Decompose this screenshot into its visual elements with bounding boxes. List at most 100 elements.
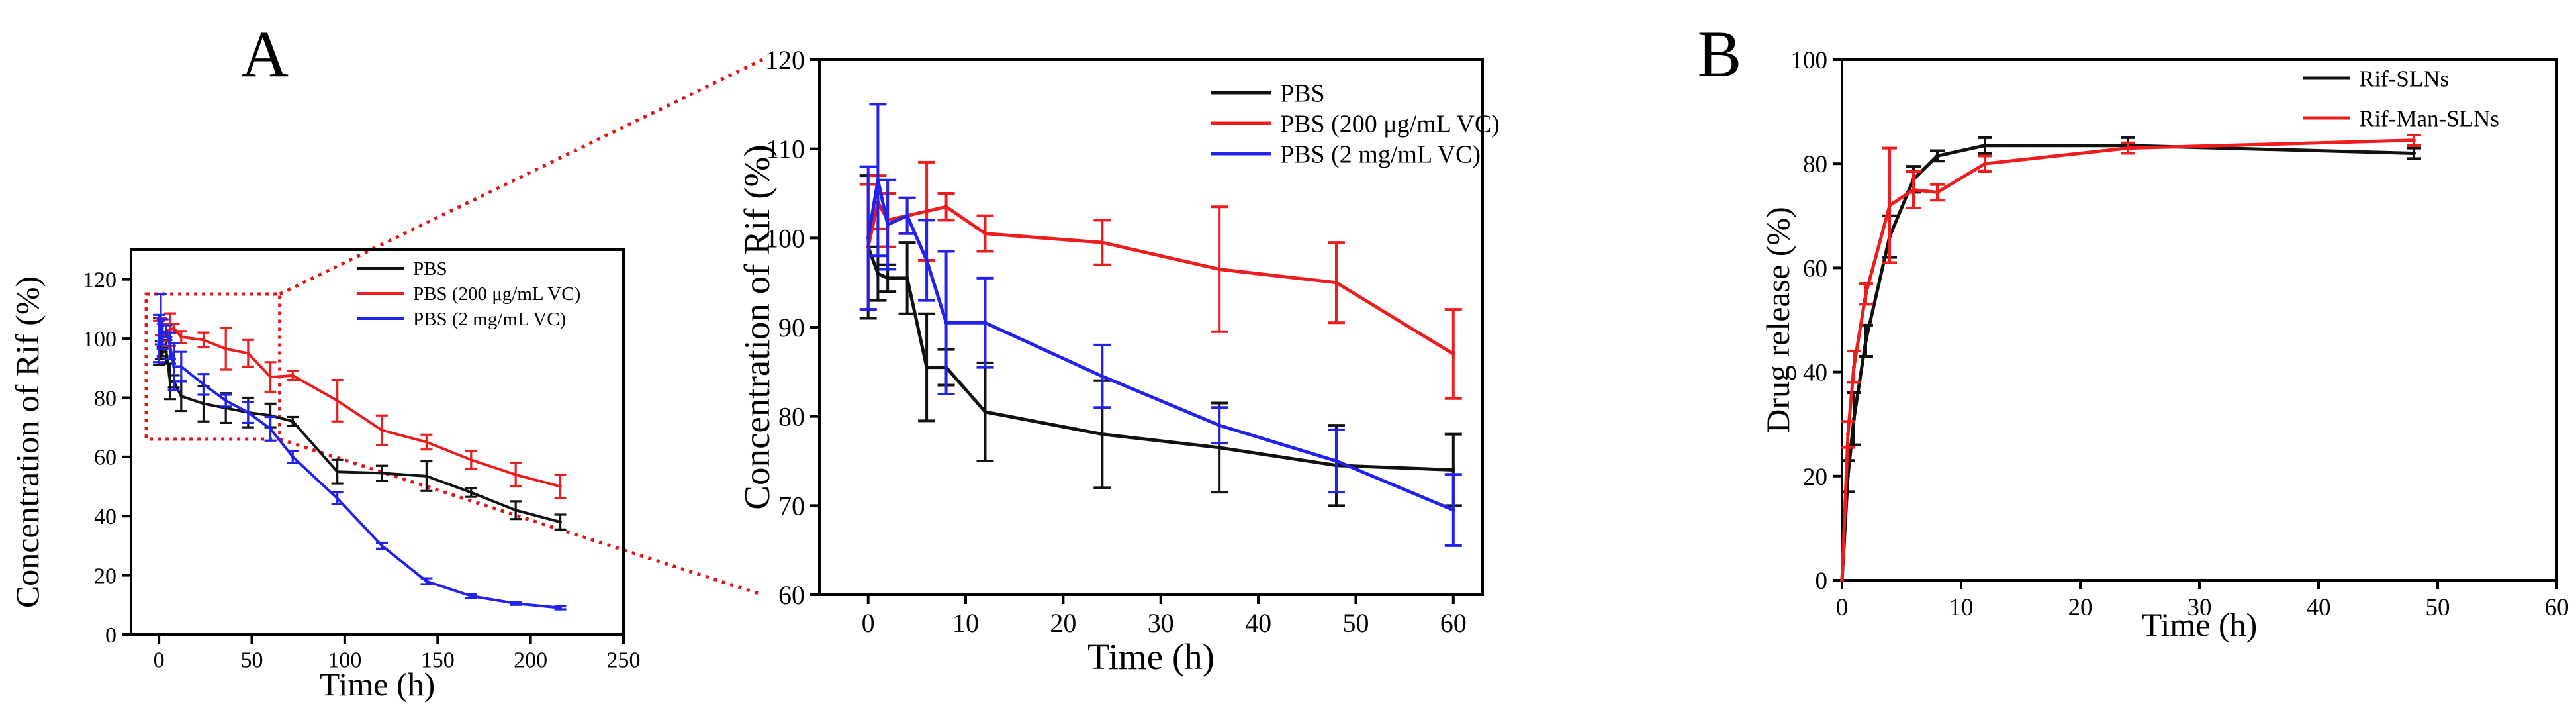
plot-frame <box>1841 58 2558 582</box>
series-line <box>866 201 1455 356</box>
data-point <box>168 328 172 332</box>
y-axis-title: Concentration of Rif (%) <box>9 276 46 608</box>
data-point <box>291 419 295 423</box>
data-point <box>380 544 384 548</box>
data-point <box>1217 445 1222 450</box>
data-point <box>224 347 228 351</box>
chart-a-full: 0 50 100 150 200 250 0 20 40 60 80 100 120 Time (h) Co… <box>9 248 641 703</box>
x-tick-label: 0 <box>154 648 165 673</box>
data-point <box>1846 432 1850 436</box>
y-axis-title: Concentration of Rif (%) <box>737 144 777 509</box>
data-point <box>514 473 518 477</box>
y-tick-label: 100 <box>765 223 805 253</box>
series-0 <box>859 174 1462 507</box>
data-point <box>1217 423 1222 428</box>
legend-label: PBS (200 μg/mL VC) <box>413 283 580 305</box>
data-point <box>469 594 473 598</box>
data-point <box>179 394 183 398</box>
data-point <box>1935 154 1939 158</box>
data-point <box>1864 291 1868 296</box>
y-tick-label: 20 <box>1803 464 1827 491</box>
y-tick-label: 60 <box>778 580 805 610</box>
x-tick-label: 50 <box>2426 594 2450 621</box>
y-tick-label: 60 <box>1803 255 1827 282</box>
x-tick-label: 40 <box>2307 594 2331 621</box>
x-tick-label: 30 <box>1148 608 1174 638</box>
data-point <box>925 365 929 370</box>
data-point <box>202 338 205 342</box>
data-point <box>161 332 165 336</box>
legend-label: PBS (2 mg/mL VC) <box>413 309 566 330</box>
x-tick-label: 60 <box>2545 594 2569 621</box>
x-axis-title: Time (h) <box>1087 636 1215 677</box>
data-point <box>179 365 183 368</box>
chart-a-zoom: 0 10 20 30 40 50 60 60 70 80 90 100 110 120 Time (h) Co… <box>737 45 1500 677</box>
zoom-connector-bottom <box>279 437 763 597</box>
y-tick-label: 80 <box>94 386 116 411</box>
x-tick-label: 60 <box>1440 608 1467 638</box>
series-0 <box>153 317 567 531</box>
data-point <box>1217 267 1222 272</box>
data-point <box>983 409 988 414</box>
series-line <box>866 178 1454 512</box>
y-tick-label: 110 <box>766 134 805 164</box>
zoom-indicator <box>144 58 764 597</box>
data-point <box>983 231 988 236</box>
data-point <box>905 276 909 280</box>
y-tick-label: 40 <box>94 505 116 529</box>
data-point <box>157 336 161 340</box>
data-point <box>886 276 890 280</box>
zoom-box <box>144 292 282 441</box>
legend-label: PBS (200 μg/mL VC) <box>1280 110 1500 138</box>
data-point <box>469 458 473 462</box>
y-tick-label: 70 <box>778 491 805 521</box>
x-axis-title: Time (h) <box>2142 606 2258 643</box>
data-point <box>2412 151 2416 156</box>
data-point <box>224 399 228 403</box>
y-tick-label: 20 <box>94 564 116 589</box>
data-point <box>1935 190 1939 195</box>
series-line <box>158 341 561 524</box>
data-point <box>164 350 168 354</box>
data-point <box>168 380 172 383</box>
series-1 <box>1840 133 2421 582</box>
y-tick-label: 40 <box>1803 360 1827 387</box>
x-tick-label: 30 <box>2187 594 2212 621</box>
data-point <box>1334 280 1338 285</box>
data-point <box>1852 364 1856 369</box>
chart-b: 0 10 20 30 40 50 60 0 20 40 60 80 100 Time (h) Drug re… <box>1759 47 2569 643</box>
x-tick-label: 200 <box>514 648 547 673</box>
data-point <box>1888 203 1892 208</box>
data-point <box>425 580 428 583</box>
data-point <box>886 223 890 227</box>
data-point <box>925 258 929 262</box>
data-point <box>202 382 205 386</box>
data-point <box>1451 508 1455 513</box>
data-point <box>925 209 929 213</box>
data-point <box>876 178 880 182</box>
y-tick-label: 90 <box>778 313 805 342</box>
data-point <box>1983 162 1987 166</box>
data-point <box>425 440 428 444</box>
data-point <box>336 470 340 474</box>
data-point <box>559 606 562 610</box>
data-point <box>2412 138 2416 142</box>
legend-label: Rif-SLNs <box>2359 66 2449 91</box>
data-point <box>380 429 384 432</box>
data-point <box>1334 459 1338 463</box>
x-tick-label: 250 <box>607 648 641 673</box>
y-tick-label: 80 <box>1803 151 1827 178</box>
series-line <box>1840 138 2415 581</box>
data-point <box>246 352 250 355</box>
data-point <box>876 272 880 276</box>
data-point <box>469 491 473 494</box>
data-point <box>514 601 518 605</box>
x-tick-label: 150 <box>421 648 455 673</box>
data-point <box>1100 432 1105 436</box>
data-point <box>1983 143 1987 148</box>
series-0 <box>1840 136 2421 582</box>
data-point <box>202 402 205 405</box>
y-tick-label: 100 <box>83 327 116 352</box>
panel-b-label: B <box>1698 17 1742 91</box>
